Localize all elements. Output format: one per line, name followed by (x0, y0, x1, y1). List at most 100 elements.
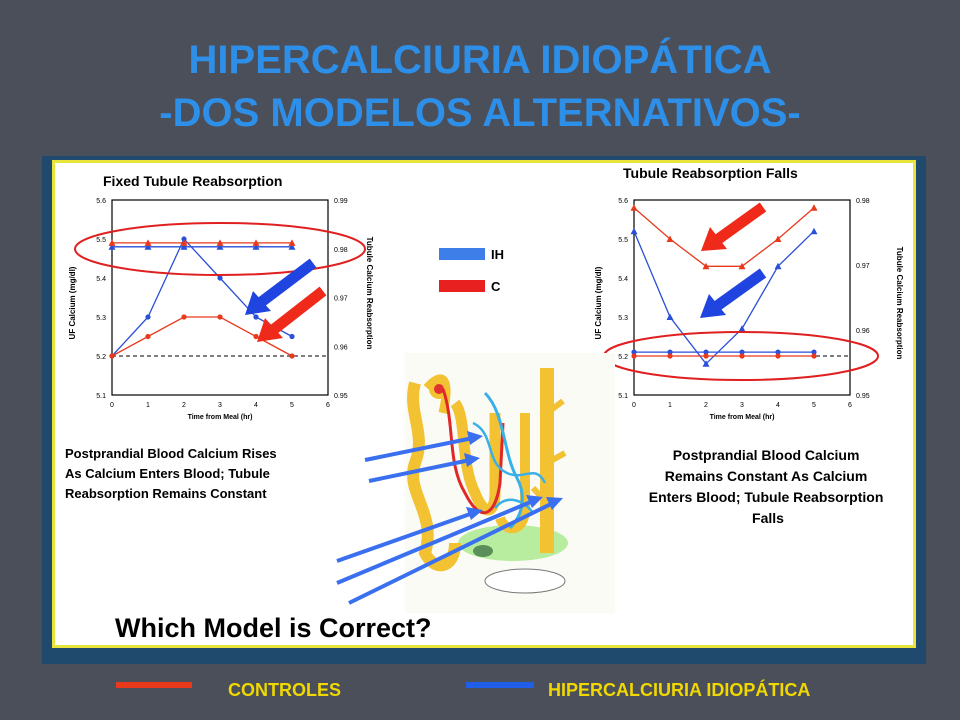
right-chart-title: Tubule Reabsorption Falls (623, 165, 798, 181)
left-point-c-reabsorption (108, 239, 116, 246)
left-y2-tick: 0.98 (334, 247, 348, 254)
right-point-ih-reabsorption (702, 360, 710, 367)
right-y2-tick: 0.97 (856, 263, 870, 270)
left-x-tick: 3 (218, 402, 222, 409)
right-point-ih-uf (703, 349, 709, 355)
right-caption-line2: Remains Constant As Calcium (665, 468, 868, 484)
slide-title-line2: -DOS MODELOS ALTERNATIVOS- (159, 91, 801, 135)
left-y-tick: 5.6 (96, 198, 106, 205)
left-point-ih-uf (289, 333, 295, 340)
right-y2-tick: 0.95 (856, 393, 870, 400)
left-point-c-reabsorption (216, 239, 224, 246)
left-x-tick: 4 (254, 402, 258, 409)
left-point-ih-reabsorption (216, 243, 224, 250)
left-y-tick: 5.4 (96, 276, 106, 283)
left-y2-tick: 0.95 (334, 393, 348, 400)
left-point-ih-reabsorption (144, 243, 152, 250)
left-point-ih-uf (145, 314, 151, 320)
right-x-tick: 6 (848, 402, 852, 409)
right-plot-frame (633, 199, 851, 396)
left-blue-arrow (245, 258, 317, 315)
right-x-tick: 5 (812, 402, 816, 409)
right-point-c-uf (811, 353, 817, 359)
left-y-label: UF Calcium (mg/dl) (68, 266, 77, 339)
right-series-c-reabsorption-line (633, 207, 815, 267)
slide-title-line1: HIPERCALCIURIA IDIOPÁTICA (188, 38, 772, 82)
right-y-label: UF Calcium (mg/dl) (594, 266, 603, 339)
right-point-ih-uf (667, 349, 673, 355)
nephron-illustration (405, 353, 615, 613)
left-y2-tick: 0.99 (334, 198, 348, 205)
right-point-c-uf (703, 353, 709, 359)
right-point-ih-uf (739, 349, 745, 355)
left-y-tick: 5.3 (96, 315, 106, 322)
legend-c-swatch (439, 280, 485, 292)
left-point-ih-reabsorption (180, 243, 188, 250)
left-point-c-reabsorption (144, 239, 152, 246)
right-x-tick: 3 (740, 402, 744, 409)
left-x-tick: 6 (326, 402, 330, 409)
left-point-c-uf (145, 333, 151, 340)
left-y-tick: 5.5 (96, 237, 106, 244)
left-x-tick: 2 (182, 402, 186, 409)
left-y2-label: Tubule Calcium Reabsorption (365, 237, 374, 350)
left-y2-tick: 0.96 (334, 344, 348, 351)
left-point-c-uf (217, 314, 223, 320)
left-point-c-uf (109, 353, 115, 359)
left-point-c-reabsorption (288, 239, 296, 246)
right-point-ih-reabsorption (774, 262, 782, 270)
left-point-c-uf (253, 333, 259, 340)
left-point-ih-reabsorption (108, 243, 116, 250)
nephron-arrows (336, 431, 563, 605)
left-x-tick: 5 (290, 402, 294, 409)
right-y-tick: 5.4 (618, 276, 628, 283)
right-point-c-uf (667, 353, 673, 359)
right-x-label: Time from Meal (hr) (710, 414, 775, 421)
right-y2-tick: 0.98 (856, 198, 870, 205)
figure-panel: Fixed Tubule Reabsorption UF Calcium (mg… (52, 160, 916, 648)
legend-ih-swatch (439, 248, 485, 260)
left-point-c-reabsorption (252, 239, 260, 246)
right-point-c-uf (739, 353, 745, 359)
left-series-ih-uf-line (111, 237, 293, 357)
left-point-c-uf (181, 314, 187, 320)
right-point-c-reabsorption (810, 204, 818, 211)
right-series-ih-reabsorption-line (633, 230, 815, 365)
left-caption-line1: Postprandial Blood Calcium Rises (65, 446, 277, 461)
left-point-c-reabsorption (180, 239, 188, 246)
legend-controls-bar (116, 682, 192, 688)
right-point-ih-uf (775, 349, 781, 355)
right-blue-arrow (700, 268, 767, 318)
left-y2-tick: 0.97 (334, 296, 348, 303)
legend-ih-label: IH (491, 247, 504, 262)
right-x-tick: 1 (668, 402, 672, 409)
right-y2-tick: 0.96 (856, 328, 870, 335)
right-y-tick: 5.2 (618, 354, 628, 361)
left-plot-frame (111, 199, 329, 396)
legend-ih-bar (466, 682, 534, 688)
legend-ih-text: HIPERCALCIURIA IDIOPÁTICA (548, 680, 811, 700)
right-red-arrow (701, 202, 767, 251)
left-caption-line2: As Calcium Enters Blood; Tubule (65, 466, 270, 481)
left-red-arrow (257, 286, 327, 342)
legend-controls-label: CONTROLES (228, 680, 342, 700)
right-caption-line1: Postprandial Blood Calcium (673, 447, 860, 463)
left-point-ih-uf (253, 314, 259, 320)
right-y-tick: 5.5 (618, 237, 628, 244)
left-point-ih-uf (181, 236, 187, 242)
left-x-tick: 1 (146, 402, 150, 409)
right-point-c-reabsorption (630, 204, 638, 211)
right-point-c-reabsorption (738, 262, 746, 270)
right-point-c-uf (775, 353, 781, 359)
left-point-c-uf (289, 353, 295, 359)
left-highlight-ellipse (74, 222, 366, 276)
right-y-tick: 5.3 (618, 315, 628, 322)
right-point-ih-uf (811, 349, 817, 355)
left-chart-title: Fixed Tubule Reabsorption (103, 173, 282, 189)
right-point-ih-reabsorption (630, 227, 638, 235)
left-y-tick: 5.2 (96, 354, 106, 361)
right-caption-line3: Enters Blood; Tubule Reabsorption (649, 489, 884, 505)
figure-svg: Fixed Tubule Reabsorption UF Calcium (mg… (65, 165, 904, 643)
right-x-tick: 2 (704, 402, 708, 409)
left-x-tick: 0 (110, 402, 114, 409)
